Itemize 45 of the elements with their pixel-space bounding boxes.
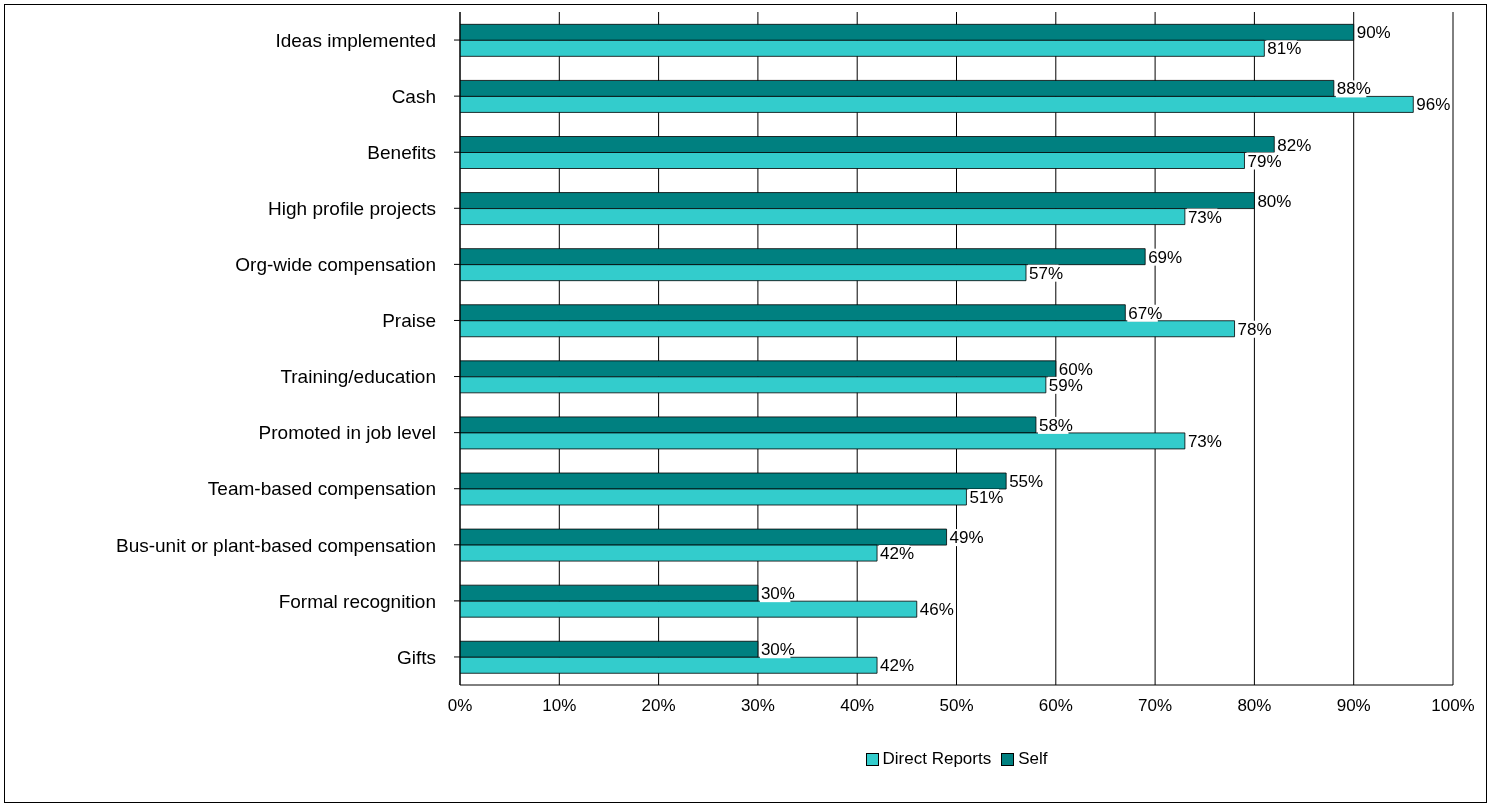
data-label: 30%: [760, 640, 795, 660]
data-label: 58%: [1038, 415, 1073, 435]
y-tick-label: Formal recognition: [278, 590, 436, 612]
data-label: 69%: [1148, 247, 1183, 267]
y-tick-label: Cash: [391, 85, 436, 107]
x-tick-label: 0%: [447, 696, 473, 716]
data-label: 81%: [1267, 39, 1302, 59]
data-label: 96%: [1416, 95, 1451, 115]
y-tick-label: Praise: [382, 310, 436, 332]
y-tick-label: Ideas implemented: [275, 29, 436, 51]
x-tick-label: 30%: [740, 696, 775, 716]
y-tick-label: Training/education: [280, 366, 436, 388]
data-label: 42%: [880, 656, 915, 676]
legend-label: Self: [1017, 749, 1048, 769]
data-label: 57%: [1029, 263, 1064, 283]
data-label: 55%: [1009, 472, 1044, 492]
x-tick-label: 20%: [641, 696, 676, 716]
data-label: 73%: [1187, 207, 1222, 227]
data-label: 46%: [919, 600, 954, 620]
data-label: 78%: [1237, 319, 1272, 339]
y-tick-label: Benefits: [367, 141, 436, 163]
data-label: 30%: [760, 584, 795, 604]
x-tick-label: 50%: [939, 696, 974, 716]
x-tick-label: 90%: [1336, 696, 1371, 716]
x-tick-label: 60%: [1038, 696, 1073, 716]
data-label: 67%: [1128, 303, 1163, 323]
data-label: 73%: [1187, 431, 1222, 451]
x-tick-label: 100%: [1431, 696, 1475, 716]
y-tick-label: Gifts: [396, 646, 436, 668]
y-tick-label: Bus-unit or plant-based compensation: [115, 534, 436, 556]
data-label: 90%: [1356, 23, 1391, 43]
legend-label: Direct Reports: [881, 749, 992, 769]
x-tick-label: 70%: [1138, 696, 1173, 716]
data-label: 49%: [949, 528, 984, 548]
x-tick-label: 80%: [1237, 696, 1272, 716]
y-tick-label: Promoted in job level: [258, 422, 436, 444]
y-tick-label: Team-based compensation: [207, 478, 436, 500]
x-tick-label: 40%: [840, 696, 875, 716]
y-tick-label: Org-wide compensation: [235, 254, 436, 276]
data-label: 80%: [1257, 191, 1292, 211]
x-tick-label: 10%: [542, 696, 577, 716]
y-tick-label: High profile projects: [268, 198, 436, 220]
data-label: 88%: [1336, 79, 1371, 99]
data-label: 42%: [880, 544, 915, 564]
data-label: 51%: [969, 488, 1004, 508]
